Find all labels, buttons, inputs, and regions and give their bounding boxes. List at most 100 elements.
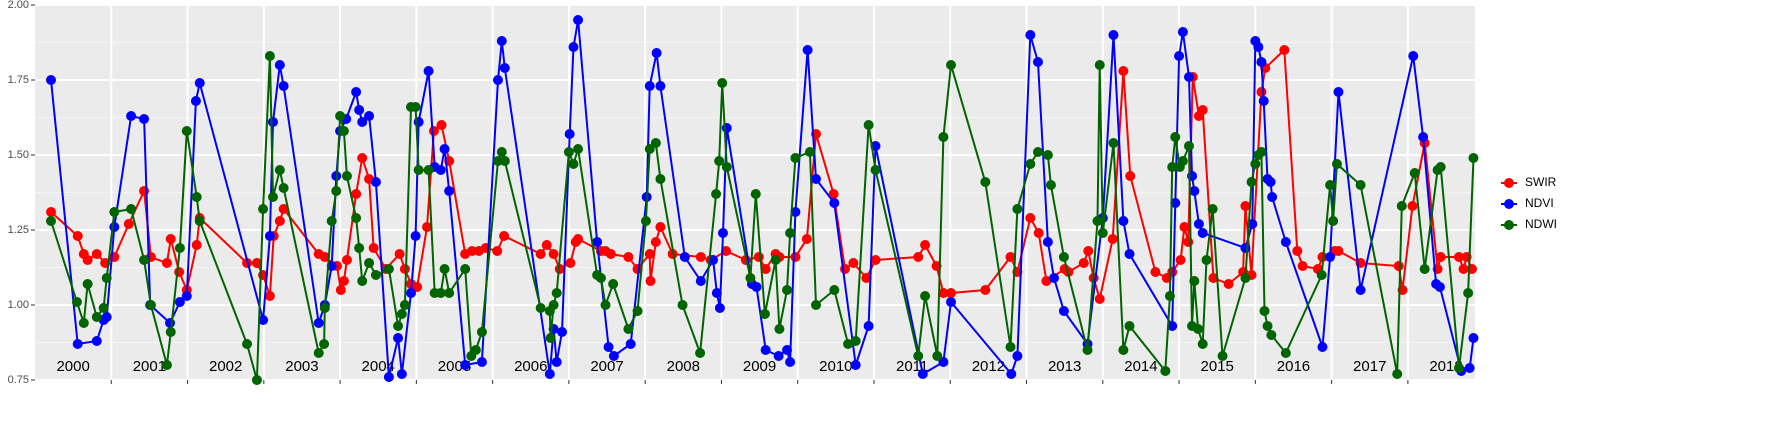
point bbox=[1042, 150, 1053, 160]
point bbox=[545, 333, 556, 343]
legend-marker bbox=[1504, 178, 1514, 188]
point bbox=[444, 288, 455, 298]
point bbox=[1453, 363, 1464, 373]
point bbox=[1240, 243, 1251, 253]
point bbox=[354, 243, 365, 253]
point bbox=[174, 297, 185, 307]
point bbox=[368, 243, 379, 253]
point bbox=[655, 81, 666, 91]
point bbox=[843, 339, 854, 349]
point bbox=[863, 120, 874, 130]
point bbox=[191, 192, 202, 202]
point bbox=[1409, 168, 1420, 178]
point bbox=[829, 198, 840, 208]
point bbox=[711, 189, 722, 199]
point bbox=[1189, 186, 1200, 196]
point bbox=[608, 351, 619, 361]
point bbox=[946, 60, 957, 70]
point bbox=[632, 306, 643, 316]
point bbox=[436, 120, 447, 130]
point bbox=[278, 81, 289, 91]
point bbox=[476, 357, 487, 367]
point bbox=[801, 234, 812, 244]
y-tick-label: 0.75 bbox=[8, 374, 29, 386]
point bbox=[319, 303, 330, 313]
point bbox=[1012, 351, 1023, 361]
point bbox=[1097, 228, 1108, 238]
series-line bbox=[50, 55, 1475, 381]
point bbox=[1458, 264, 1469, 274]
point bbox=[1259, 306, 1270, 316]
point bbox=[161, 360, 172, 370]
point bbox=[1201, 255, 1212, 265]
point bbox=[1189, 276, 1200, 286]
point bbox=[785, 228, 796, 238]
point bbox=[341, 255, 352, 265]
point bbox=[1183, 141, 1194, 151]
point bbox=[568, 42, 579, 52]
point bbox=[460, 264, 471, 274]
point bbox=[274, 60, 285, 70]
point bbox=[496, 36, 507, 46]
point bbox=[435, 165, 446, 175]
point bbox=[1328, 216, 1339, 226]
point bbox=[564, 129, 575, 139]
point bbox=[331, 186, 342, 196]
point bbox=[1453, 252, 1464, 262]
point bbox=[1170, 132, 1181, 142]
point bbox=[383, 264, 394, 274]
point bbox=[354, 105, 365, 115]
point bbox=[91, 336, 102, 346]
point bbox=[759, 309, 770, 319]
point bbox=[165, 327, 176, 337]
point bbox=[565, 258, 576, 268]
point bbox=[605, 249, 616, 259]
point bbox=[714, 303, 725, 313]
point bbox=[1355, 180, 1366, 190]
point bbox=[695, 276, 706, 286]
point bbox=[650, 138, 661, 148]
point bbox=[1118, 345, 1129, 355]
point bbox=[1107, 234, 1118, 244]
point bbox=[980, 285, 991, 295]
point bbox=[101, 273, 112, 283]
point bbox=[980, 177, 991, 187]
point bbox=[383, 372, 394, 382]
point bbox=[745, 273, 756, 283]
point bbox=[1167, 162, 1178, 172]
point bbox=[1058, 306, 1069, 316]
point bbox=[242, 339, 253, 349]
point bbox=[91, 312, 102, 322]
point bbox=[1179, 222, 1190, 232]
point bbox=[535, 303, 546, 313]
point bbox=[1041, 276, 1052, 286]
y-tick-label: 1.25 bbox=[8, 224, 29, 236]
point bbox=[717, 78, 728, 88]
point bbox=[1240, 201, 1251, 211]
point bbox=[399, 264, 410, 274]
point bbox=[467, 246, 478, 256]
point bbox=[1197, 105, 1208, 115]
point bbox=[544, 369, 555, 379]
point bbox=[396, 369, 407, 379]
point bbox=[790, 207, 801, 217]
point bbox=[1419, 264, 1430, 274]
point bbox=[46, 207, 57, 217]
point bbox=[760, 264, 771, 274]
point bbox=[370, 177, 381, 187]
point bbox=[655, 174, 666, 184]
point bbox=[357, 117, 368, 127]
y-tick-label: 1.00 bbox=[8, 299, 29, 311]
point bbox=[770, 255, 781, 265]
year-label: 2012 bbox=[972, 358, 1005, 375]
point bbox=[161, 258, 172, 268]
point bbox=[278, 204, 289, 214]
point bbox=[267, 192, 278, 202]
point bbox=[568, 159, 579, 169]
point bbox=[1082, 345, 1093, 355]
point bbox=[1250, 159, 1261, 169]
point bbox=[828, 189, 839, 199]
point bbox=[78, 318, 89, 328]
point bbox=[492, 75, 503, 85]
point bbox=[1246, 177, 1257, 187]
